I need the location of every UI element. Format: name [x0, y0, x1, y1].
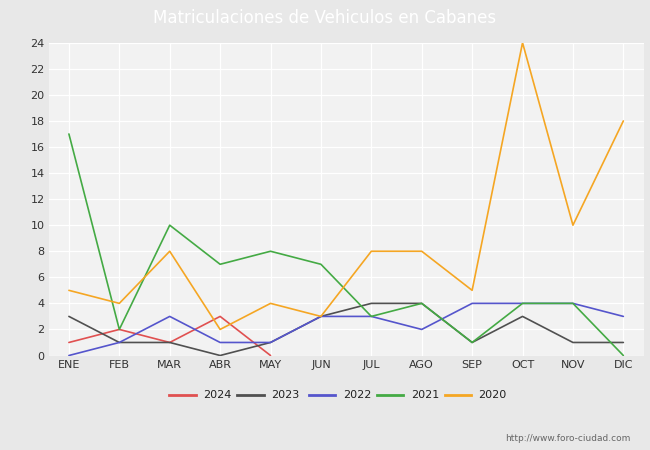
Text: 2020: 2020 [478, 390, 507, 400]
Text: 2021: 2021 [411, 390, 439, 400]
Text: 2024: 2024 [203, 390, 231, 400]
Text: 2022: 2022 [343, 390, 371, 400]
Text: 2023: 2023 [271, 390, 300, 400]
Text: Matriculaciones de Vehiculos en Cabanes: Matriculaciones de Vehiculos en Cabanes [153, 9, 497, 27]
Text: http://www.foro-ciudad.com: http://www.foro-ciudad.com [505, 434, 630, 443]
